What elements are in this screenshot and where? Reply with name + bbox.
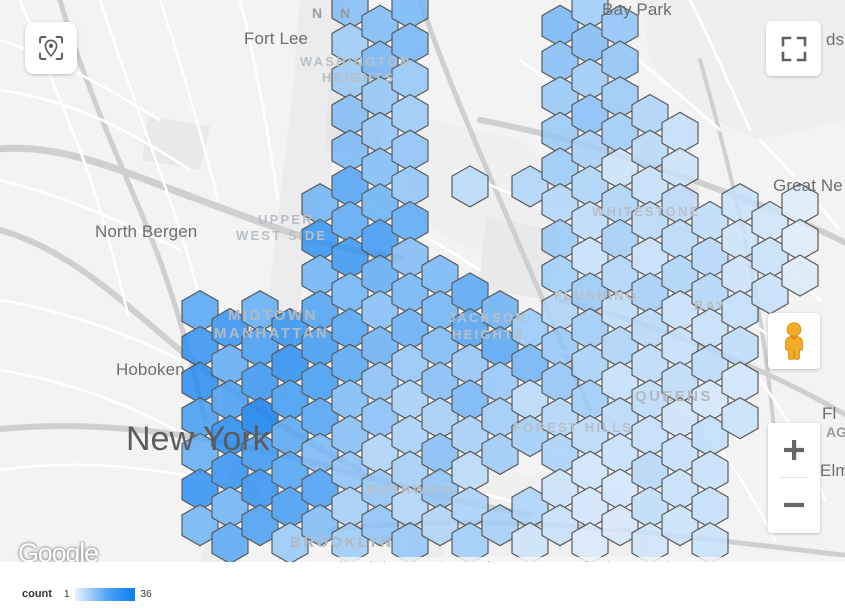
attribution-separator xyxy=(668,561,670,562)
terms-link[interactable]: Terms xyxy=(609,559,668,562)
attribution-separator xyxy=(607,561,609,562)
legend-title: count xyxy=(22,588,52,600)
legend: count 1 36 xyxy=(0,578,845,610)
report-map-error-link[interactable]: Report a map error xyxy=(669,559,803,562)
hexbin-cell[interactable] xyxy=(721,397,759,440)
map-canvas xyxy=(0,0,845,562)
plus-icon xyxy=(784,440,804,460)
minus-icon xyxy=(784,502,804,508)
map-data-text: Map data ©2025 Google xyxy=(442,559,608,562)
hexbin-cell[interactable] xyxy=(451,165,489,208)
location-pin-crosshair-icon xyxy=(39,36,63,60)
keyboard-shortcuts-link[interactable]: Keyboard shortcuts xyxy=(305,559,441,562)
hexbin-cell[interactable] xyxy=(691,521,729,562)
legend-max-value: 36 xyxy=(140,588,152,600)
legend-gradient-bar xyxy=(74,587,135,601)
zoom-out-button[interactable] xyxy=(768,478,820,532)
fullscreen-icon xyxy=(781,36,806,61)
legend-min-value: 1 xyxy=(63,588,70,600)
street-view-pegman[interactable] xyxy=(768,313,820,369)
zoom-in-button[interactable] xyxy=(768,423,820,477)
zoom-divider xyxy=(779,477,809,478)
google-map[interactable]: Fort Lee North Bergen Hoboken New York Bay P… xyxy=(0,0,845,562)
zoom-controls[interactable] xyxy=(768,423,820,533)
google-logo: Google xyxy=(18,538,99,562)
pegman-icon xyxy=(785,322,803,360)
locate-button[interactable] xyxy=(25,22,77,74)
fullscreen-button[interactable] xyxy=(766,21,821,76)
attribution-separator xyxy=(441,561,443,562)
hexbin-cell[interactable] xyxy=(781,254,819,297)
attribution-bar: Keyboard shortcuts Map data ©2025 Google… xyxy=(305,557,845,562)
